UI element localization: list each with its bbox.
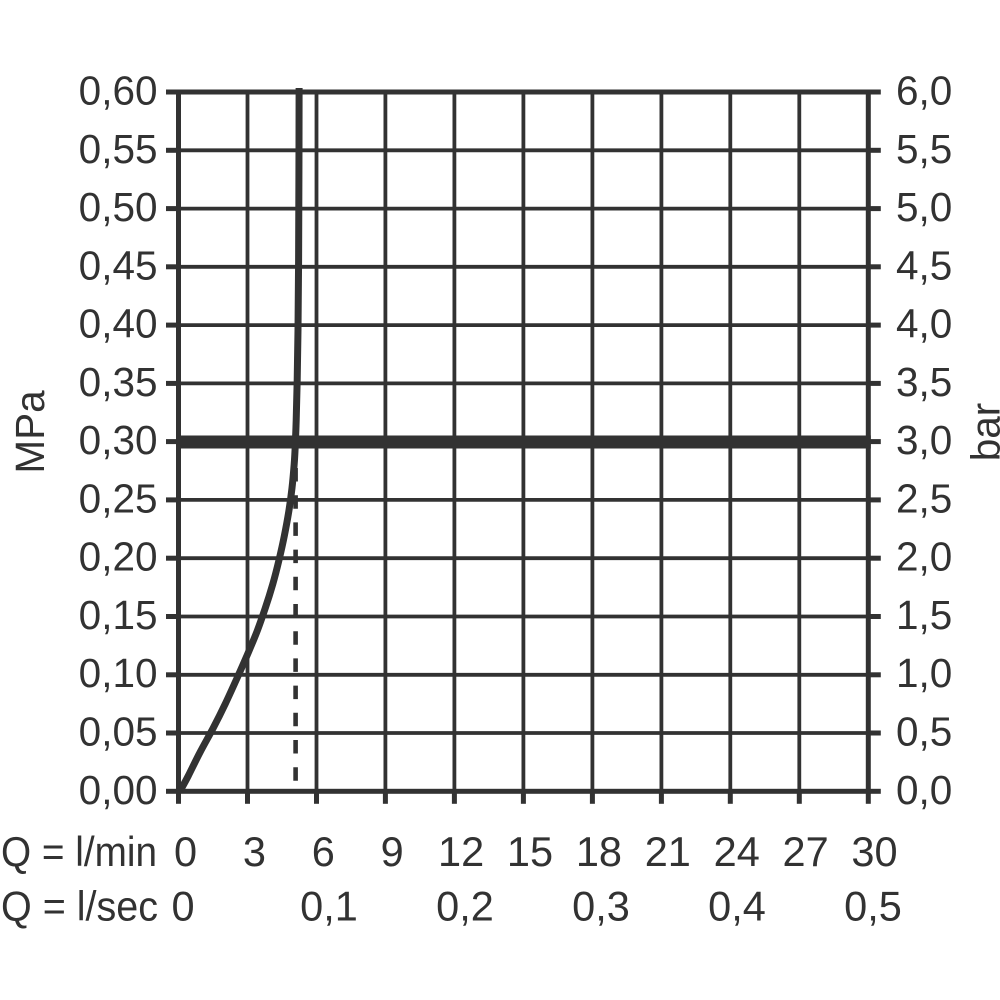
svg-text:6: 6 bbox=[312, 828, 335, 875]
svg-text:0,60: 0,60 bbox=[79, 68, 158, 114]
svg-text:2,5: 2,5 bbox=[896, 475, 952, 521]
svg-text:bar: bar bbox=[963, 403, 1000, 462]
svg-text:0,50: 0,50 bbox=[79, 184, 158, 230]
svg-text:0,40: 0,40 bbox=[79, 301, 158, 347]
svg-text:12: 12 bbox=[438, 828, 484, 875]
svg-text:0,0: 0,0 bbox=[896, 767, 952, 813]
svg-text:24: 24 bbox=[714, 828, 760, 875]
svg-text:30: 30 bbox=[851, 828, 897, 875]
svg-text:0,3: 0,3 bbox=[572, 882, 630, 929]
svg-text:0: 0 bbox=[174, 828, 197, 875]
svg-text:0,05: 0,05 bbox=[79, 709, 158, 755]
svg-text:0,4: 0,4 bbox=[708, 882, 766, 929]
svg-text:0,35: 0,35 bbox=[79, 359, 158, 405]
svg-text:3,5: 3,5 bbox=[896, 359, 952, 405]
svg-text:5,5: 5,5 bbox=[896, 126, 952, 172]
svg-text:0,45: 0,45 bbox=[79, 242, 158, 288]
svg-text:Q = l/min: Q = l/min bbox=[1, 828, 157, 875]
svg-text:0,2: 0,2 bbox=[436, 882, 494, 929]
svg-text:5,0: 5,0 bbox=[896, 184, 952, 230]
svg-text:0,20: 0,20 bbox=[79, 534, 158, 580]
svg-text:3: 3 bbox=[243, 828, 266, 875]
svg-text:0,00: 0,00 bbox=[79, 767, 158, 813]
svg-text:9: 9 bbox=[381, 828, 404, 875]
svg-text:0,5: 0,5 bbox=[844, 882, 902, 929]
svg-text:0,15: 0,15 bbox=[79, 592, 158, 638]
svg-text:1,0: 1,0 bbox=[896, 650, 952, 696]
svg-text:0,10: 0,10 bbox=[79, 650, 158, 696]
svg-text:18: 18 bbox=[576, 828, 622, 875]
svg-text:1,5: 1,5 bbox=[896, 592, 952, 638]
svg-text:2,0: 2,0 bbox=[896, 534, 952, 580]
svg-text:4,0: 4,0 bbox=[896, 301, 952, 347]
svg-text:0,55: 0,55 bbox=[79, 126, 158, 172]
svg-text:0,25: 0,25 bbox=[79, 475, 158, 521]
svg-text:27: 27 bbox=[783, 828, 829, 875]
svg-text:0: 0 bbox=[171, 882, 194, 929]
svg-text:0,1: 0,1 bbox=[300, 882, 358, 929]
svg-text:15: 15 bbox=[507, 828, 553, 875]
svg-text:21: 21 bbox=[645, 828, 691, 875]
svg-text:3,0: 3,0 bbox=[896, 417, 952, 463]
svg-text:4,5: 4,5 bbox=[896, 242, 952, 288]
svg-text:Q = l/sec: Q = l/sec bbox=[1, 882, 158, 929]
svg-text:MPa: MPa bbox=[7, 390, 53, 474]
svg-text:6,0: 6,0 bbox=[896, 68, 952, 114]
svg-text:0,30: 0,30 bbox=[79, 417, 158, 463]
svg-text:0,5: 0,5 bbox=[896, 709, 952, 755]
